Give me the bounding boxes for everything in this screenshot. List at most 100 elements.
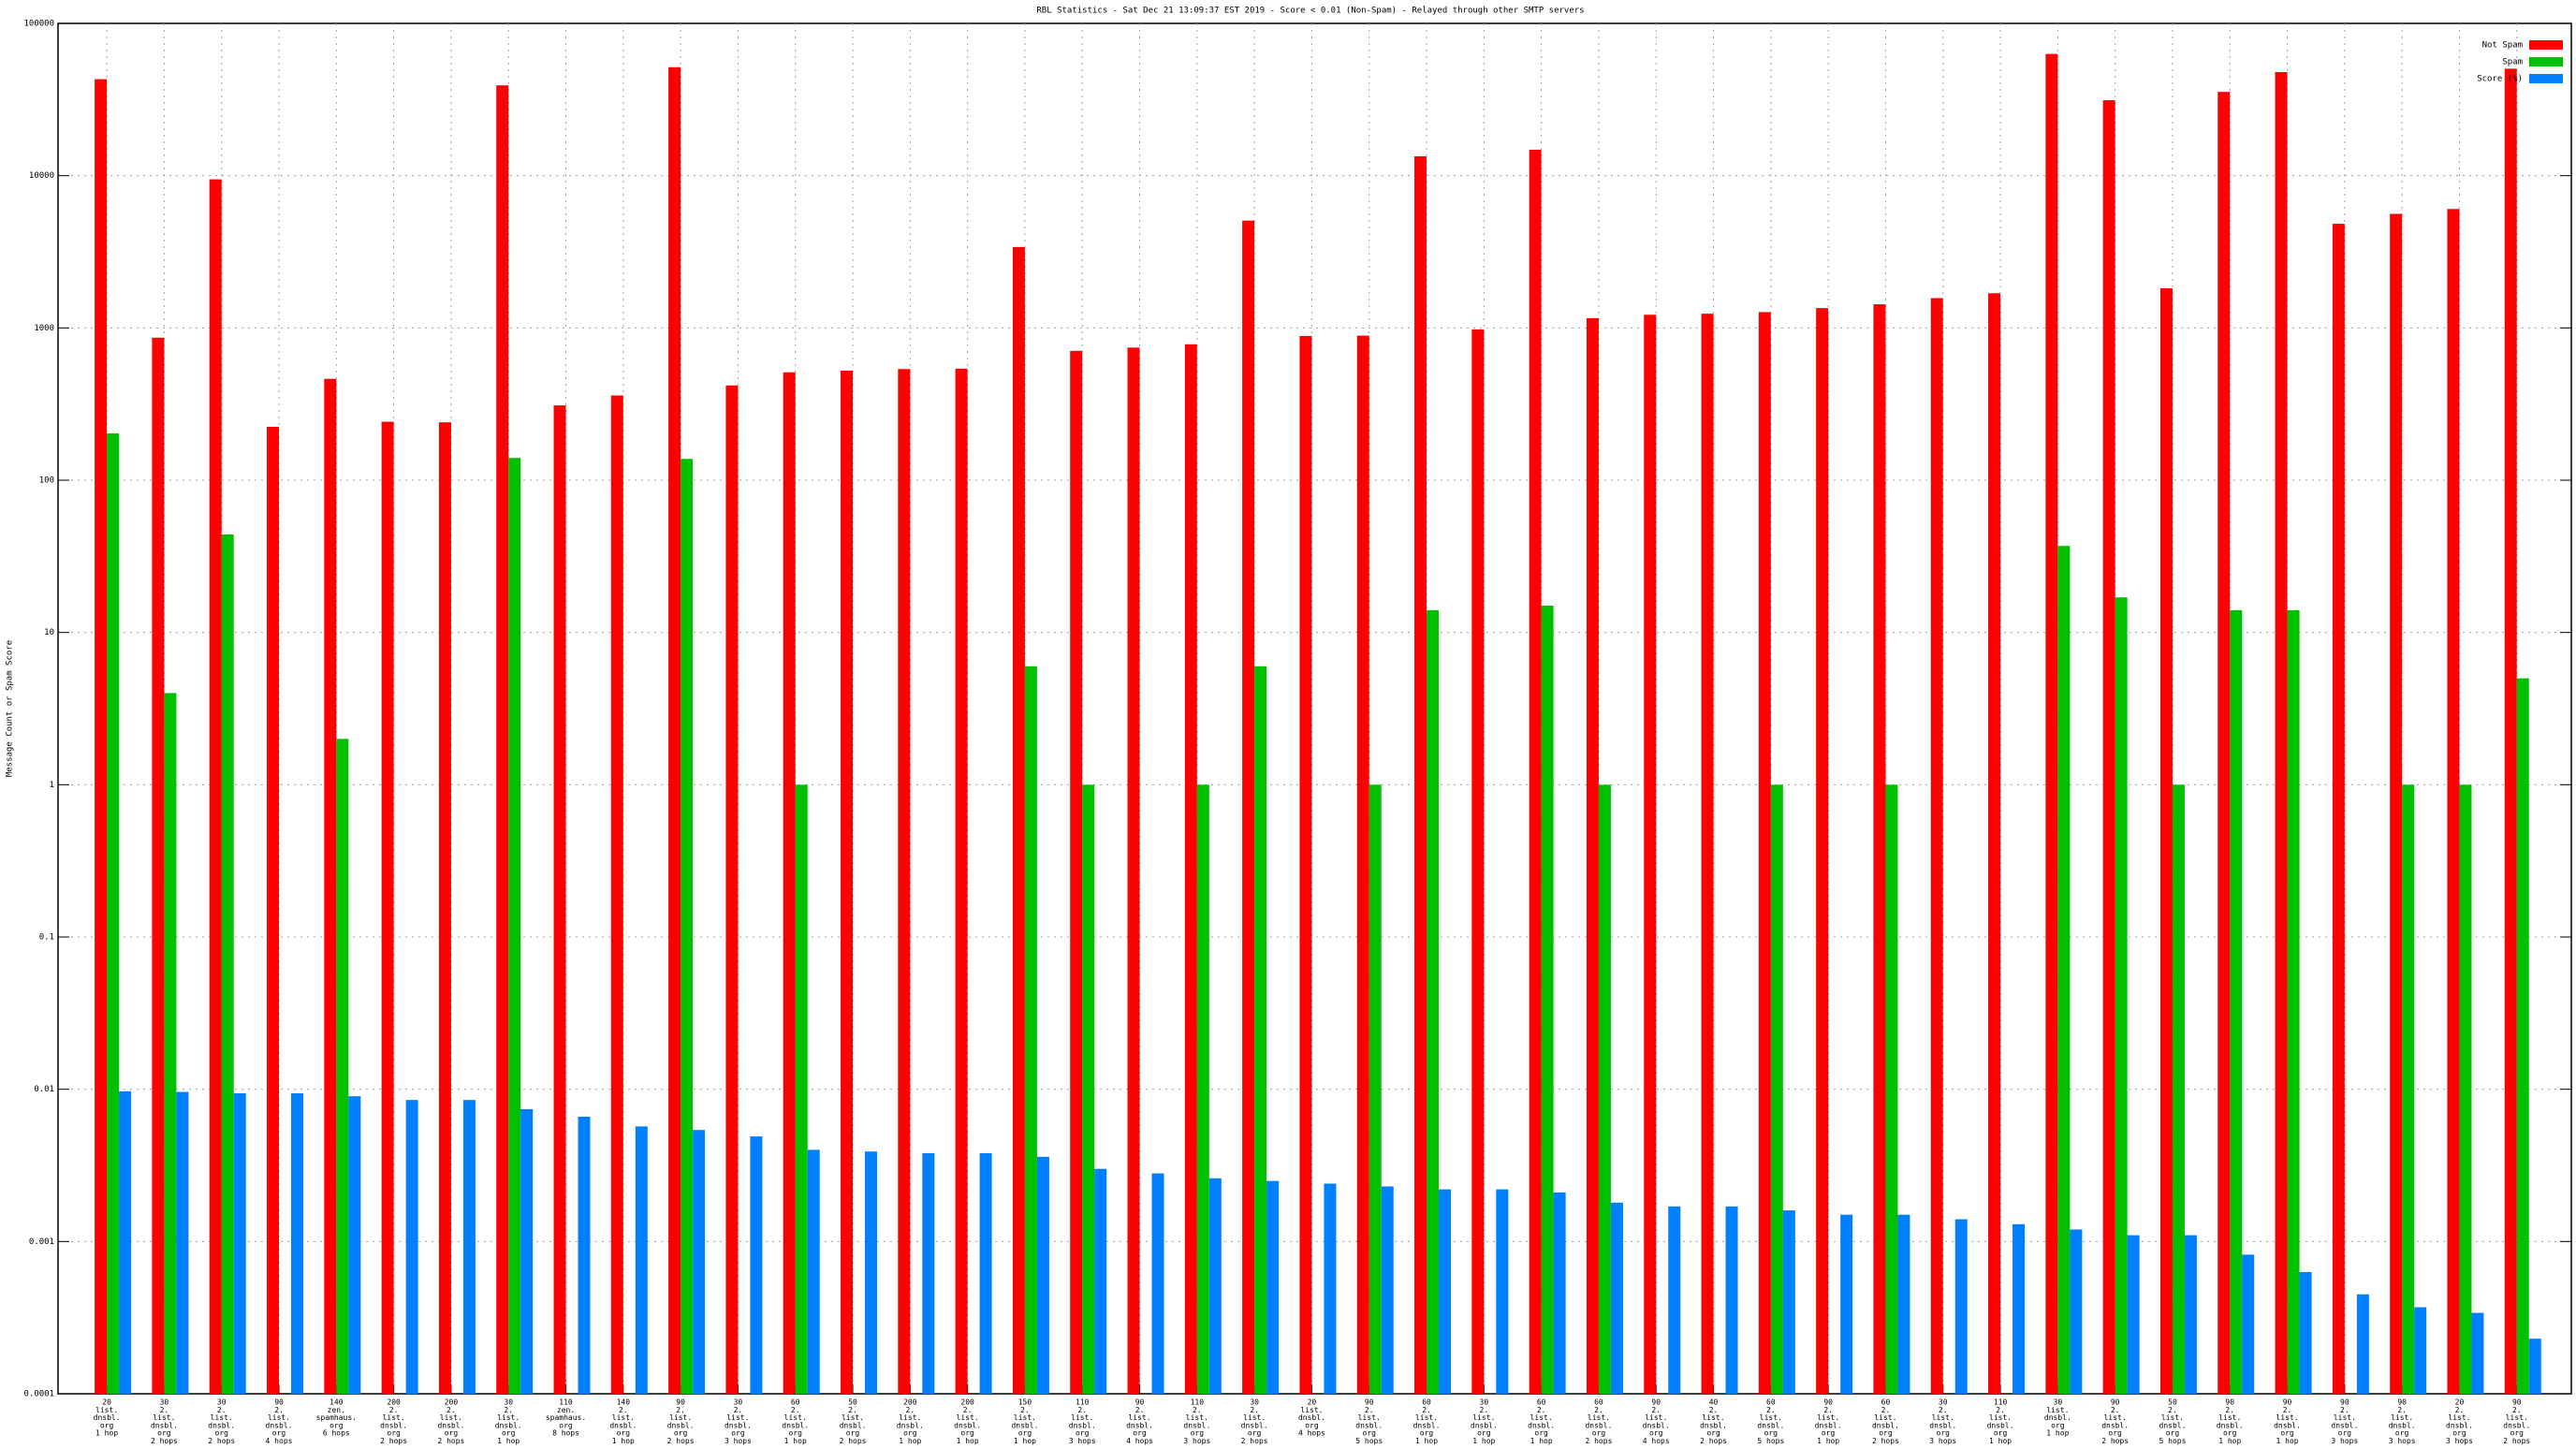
x-tick-label: 60 bbox=[791, 1398, 800, 1407]
x-tick-label: dnsbl. bbox=[2044, 1413, 2071, 1422]
x-tick-label: list. bbox=[2104, 1413, 2127, 1422]
bar bbox=[1758, 312, 1771, 1394]
bar bbox=[209, 179, 222, 1394]
bar bbox=[2275, 71, 2288, 1394]
bar bbox=[2516, 678, 2529, 1394]
x-tick-label: org bbox=[559, 1421, 573, 1429]
bar bbox=[1427, 609, 1440, 1394]
x-tick-label: list. bbox=[1874, 1413, 1896, 1422]
bar bbox=[795, 784, 808, 1394]
x-tick-label: list. bbox=[2448, 1413, 2470, 1422]
x-tick-label: 90 bbox=[2512, 1398, 2522, 1407]
x-tick-label: 2 hops bbox=[437, 1437, 464, 1445]
bar bbox=[1094, 1168, 1107, 1394]
x-tick-label: 2. bbox=[1823, 1406, 1833, 1414]
bar bbox=[233, 1093, 246, 1394]
x-tick-label: 2. bbox=[1020, 1406, 1030, 1414]
x-tick-label: dnsbl. bbox=[2217, 1421, 2244, 1429]
bar bbox=[2184, 1235, 2197, 1394]
bar bbox=[1242, 220, 1255, 1394]
x-tick-label: org bbox=[1420, 1429, 1434, 1438]
x-tick-label: 2. bbox=[1651, 1406, 1661, 1414]
x-tick-label: list. bbox=[1932, 1413, 1954, 1422]
x-tick-label: list. bbox=[1186, 1413, 1208, 1422]
x-tick-label: 1 hop bbox=[2046, 1429, 2069, 1438]
x-tick-label: 2. bbox=[676, 1406, 685, 1414]
bar bbox=[1082, 784, 1095, 1394]
x-tick-label: org bbox=[1248, 1429, 1262, 1438]
bar bbox=[2504, 68, 2517, 1394]
y-tick-label: 0.001 bbox=[29, 1237, 54, 1247]
x-tick-label: org bbox=[2051, 1421, 2065, 1429]
x-tick-label: org bbox=[2108, 1429, 2122, 1438]
x-tick-label: list. bbox=[2276, 1413, 2299, 1422]
bar bbox=[1254, 666, 1267, 1394]
x-tick-label: org bbox=[2338, 1429, 2352, 1438]
x-tick-label: 20 bbox=[102, 1398, 111, 1407]
x-tick-label: 2 hops bbox=[1872, 1437, 1899, 1445]
x-tick-label: 2. bbox=[906, 1406, 915, 1414]
x-tick-label: 5 hops bbox=[1757, 1437, 1784, 1445]
x-tick-label: org bbox=[1822, 1429, 1836, 1438]
x-tick-label: 30 bbox=[1250, 1398, 1259, 1407]
x-tick-label: org bbox=[2223, 1429, 2237, 1438]
x-tick-label: 3 hops bbox=[2331, 1437, 2358, 1445]
x-tick-label: org bbox=[387, 1429, 401, 1438]
bar bbox=[578, 1117, 591, 1394]
x-tick-label: 110 bbox=[1076, 1398, 1090, 1407]
x-tick-label: 50 bbox=[2168, 1398, 2177, 1407]
x-tick-label: 2. bbox=[1135, 1406, 1145, 1414]
x-tick-label: dnsbl. bbox=[1815, 1421, 1842, 1429]
x-tick-label: org bbox=[1477, 1429, 1491, 1438]
x-tick-label: 2. bbox=[848, 1406, 857, 1414]
x-tick-label: dnsbl. bbox=[954, 1421, 981, 1429]
x-tick-label: org bbox=[1018, 1429, 1032, 1438]
bar bbox=[405, 1100, 418, 1394]
x-tick-label: list. bbox=[1128, 1413, 1150, 1422]
bar bbox=[496, 85, 509, 1394]
x-tick-label: 2. bbox=[1996, 1406, 2005, 1414]
legend-label: Spam bbox=[2502, 58, 2523, 67]
x-tick-label: 1 hop bbox=[784, 1437, 807, 1445]
chart-title: RBL Statistics - Sat Dec 21 13:09:37 EST… bbox=[1036, 7, 1584, 16]
x-tick-label: 2. bbox=[1939, 1406, 1948, 1414]
x-tick-label: zen. bbox=[328, 1406, 345, 1414]
x-tick-label: 90 bbox=[1135, 1398, 1145, 1407]
bar bbox=[1414, 155, 1427, 1394]
x-tick-label: 1 hop bbox=[95, 1429, 118, 1438]
y-tick-label: 0.01 bbox=[34, 1085, 54, 1094]
x-tick-label: 30 bbox=[217, 1398, 227, 1407]
bar bbox=[1151, 1173, 1164, 1394]
x-tick-label: dnsbl. bbox=[151, 1421, 178, 1429]
x-tick-label: 2. bbox=[2512, 1406, 2522, 1414]
y-tick-label: 0.0001 bbox=[23, 1390, 54, 1399]
legend-swatch bbox=[2529, 74, 2563, 83]
x-tick-label: dnsbl. bbox=[1929, 1421, 1956, 1429]
bar bbox=[2459, 784, 2472, 1394]
x-tick-label: 2. bbox=[274, 1406, 284, 1414]
bar bbox=[2127, 1235, 2140, 1394]
x-tick-label: 60 bbox=[1422, 1398, 1431, 1407]
bar bbox=[1356, 335, 1369, 1394]
x-tick-label: 2. bbox=[1480, 1406, 1489, 1414]
x-tick-label: 2. bbox=[160, 1406, 169, 1414]
x-tick-label: dnsbl. bbox=[1241, 1421, 1268, 1429]
x-tick-label: 1 hop bbox=[1472, 1437, 1495, 1445]
x-tick-label: 1 hop bbox=[1989, 1437, 2012, 1445]
x-tick-label: 2. bbox=[446, 1406, 456, 1414]
y-tick-label: 1 bbox=[50, 781, 54, 790]
bar bbox=[2287, 609, 2300, 1394]
x-tick-label: org bbox=[617, 1429, 631, 1438]
bar bbox=[1012, 246, 1025, 1395]
x-tick-label: dnsbl. bbox=[609, 1421, 637, 1429]
x-tick-label: 1 hop bbox=[899, 1437, 921, 1445]
bar bbox=[1299, 335, 1312, 1395]
x-tick-label: list. bbox=[612, 1413, 635, 1422]
x-tick-label: list. bbox=[1645, 1413, 1667, 1422]
x-tick-label: org bbox=[100, 1421, 114, 1429]
x-tick-label: list. bbox=[1989, 1413, 2012, 1422]
x-tick-label: org bbox=[1879, 1429, 1893, 1438]
y-tick-label: 10 bbox=[44, 628, 54, 637]
x-tick-label: org bbox=[1133, 1429, 1147, 1438]
x-tick-label: dnsbl. bbox=[1528, 1421, 1555, 1429]
